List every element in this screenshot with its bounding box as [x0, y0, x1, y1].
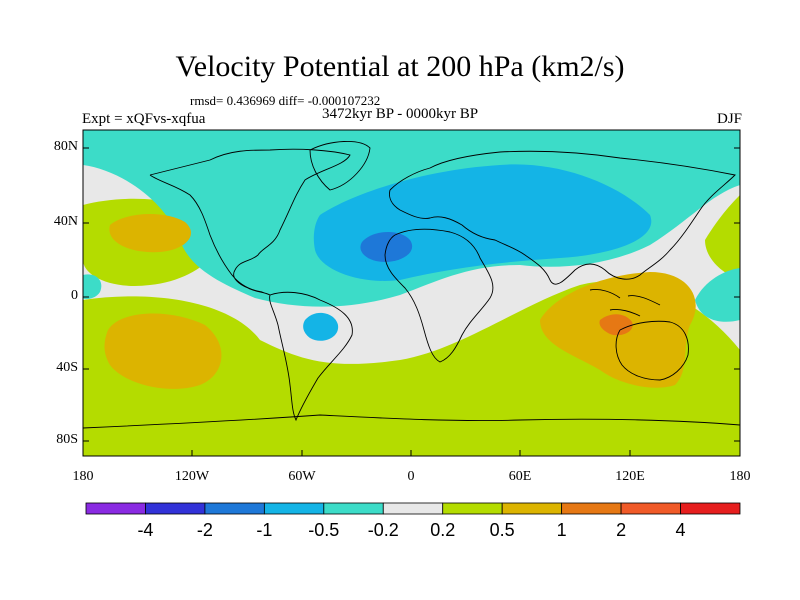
lon-label-180w: 180 [72, 469, 94, 484]
colorbar-label: 0.5 [489, 520, 515, 540]
map-title: Velocity Potential at 200 hPa (km2/s) [175, 50, 625, 83]
colorbar-box [85, 502, 146, 515]
lat-label-80n: 80N [53, 139, 78, 154]
colorbar-box [442, 502, 503, 515]
africa-coast [384, 228, 494, 363]
stats-line: rmsd= 0.436969 diff= -0.000107232 [190, 93, 381, 108]
colorbar-box [263, 502, 325, 515]
positive-region-far-east [705, 195, 740, 280]
colorbar-box [620, 502, 681, 515]
lon-label-60e: 60E [508, 469, 532, 484]
colorbar-label: 2 [616, 520, 627, 540]
negative-region-west-edge [83, 274, 102, 300]
positive-core-south-pacific [104, 313, 222, 389]
colorbar-label: 4 [675, 520, 686, 540]
colorbar-box [561, 502, 622, 515]
colorbar-label: -1 [256, 520, 273, 540]
coastlines [83, 140, 740, 429]
colorbar-box [382, 502, 444, 515]
axis-ticks [83, 147, 740, 456]
colorbar [85, 502, 741, 515]
colorbar-label: 0.2 [430, 520, 456, 540]
negative-region-east-pacific [695, 268, 740, 322]
colorbar-box [680, 502, 741, 515]
north-america-coast [149, 148, 351, 296]
colorbar-box [501, 502, 563, 515]
lon-label-0: 0 [407, 469, 415, 484]
colorbar-box [323, 502, 384, 515]
positive-peak-maritime [599, 314, 633, 336]
south-america-coast [269, 291, 353, 422]
australia-coast [615, 320, 689, 381]
colorbar-box [204, 502, 265, 515]
colorbar-label: -2 [196, 520, 213, 540]
negative-core-south-america [303, 312, 339, 341]
lat-label-40s: 40S [56, 360, 78, 375]
lon-label-120w: 120W [174, 469, 210, 484]
colorbar-box [145, 502, 206, 515]
antarctica-coast [83, 414, 740, 429]
experiment-label: Expt = xQFvs-xqfua [82, 111, 206, 127]
eurasia-coast [389, 150, 736, 285]
positive-core-north-pacific [109, 214, 191, 253]
colorbar-label: -0.5 [308, 520, 340, 540]
indonesia-coast [589, 289, 661, 317]
lon-label-180e: 180 [729, 469, 751, 484]
lat-label-40n: 40N [53, 214, 78, 229]
lat-label-eq: 0 [71, 288, 78, 303]
lat-label-80s: 80S [56, 432, 78, 447]
colorbar-label: 1 [556, 520, 567, 540]
lon-label-120e: 120E [615, 469, 645, 484]
period-label: 3472kyr BP - 0000kyr BP [322, 106, 479, 122]
colorbar-label: -0.2 [367, 520, 399, 540]
contour-field [83, 130, 740, 456]
colorbar-label: -4 [137, 520, 154, 540]
greenland-coast [309, 140, 371, 191]
season-label: DJF [716, 111, 742, 127]
lon-label-60w: 60W [288, 469, 316, 484]
